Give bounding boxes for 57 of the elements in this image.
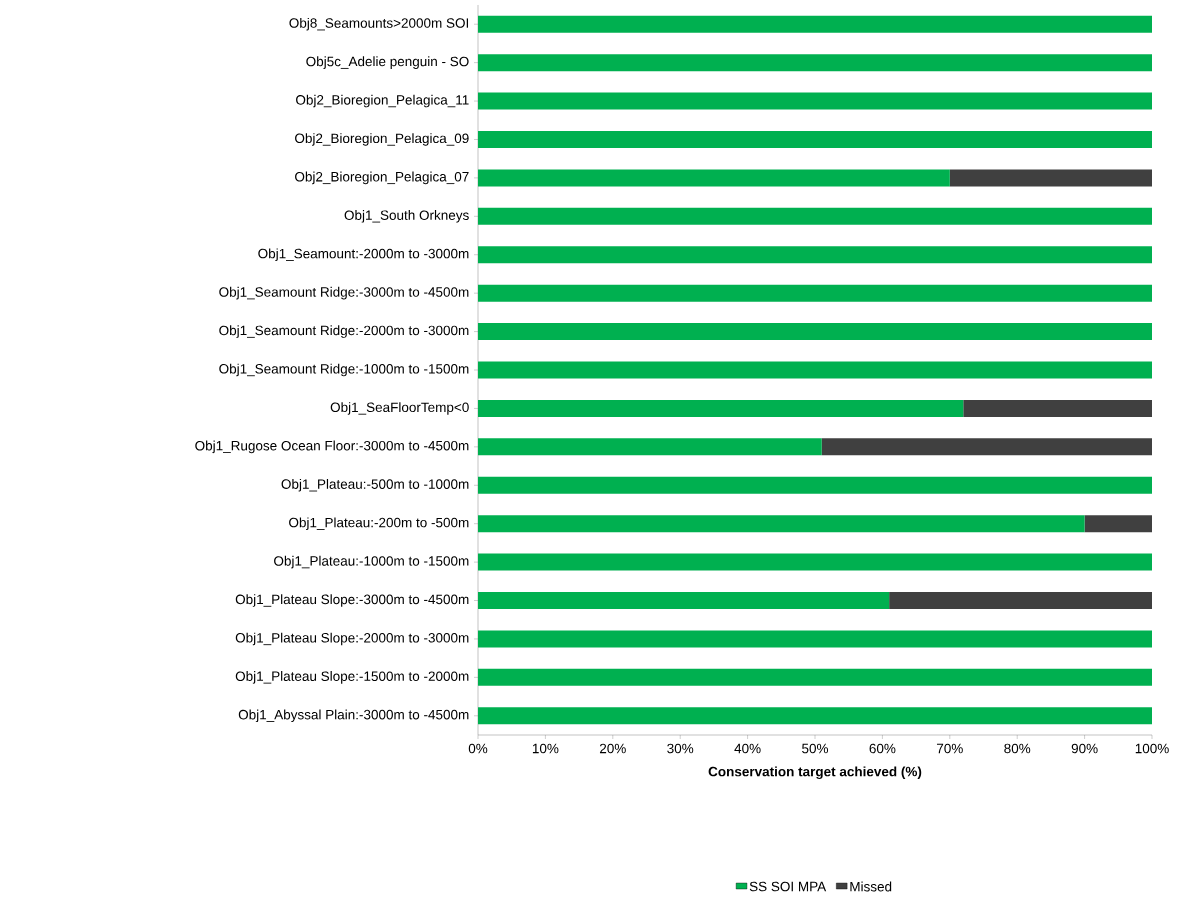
bar bbox=[478, 53, 1153, 71]
legend-label: SS SOI MPA bbox=[749, 881, 827, 892]
x-tick-label: 40% bbox=[734, 743, 761, 754]
bar bbox=[478, 130, 1153, 148]
x-axis-title: Conservation target achieved (%) bbox=[708, 766, 922, 779]
bar bbox=[478, 553, 1153, 571]
bar bbox=[963, 399, 1153, 417]
bar bbox=[478, 668, 1153, 686]
bar bbox=[478, 169, 950, 187]
bar bbox=[478, 515, 1085, 533]
bar bbox=[478, 591, 890, 609]
bar bbox=[478, 438, 822, 456]
y-tick-label: Obj1_Plateau Slope:-3000m to -4500m bbox=[235, 594, 469, 607]
y-tick-label: Obj1_South Orkneys bbox=[344, 209, 469, 223]
bar bbox=[478, 15, 1153, 33]
y-tick-label: Obj2_Bioregion_Pelagica_11 bbox=[296, 94, 469, 108]
x-tick-label: 100% bbox=[1135, 743, 1169, 754]
bar bbox=[478, 707, 1153, 725]
y-tick-label: Obj1_Abyssal Plain:-3000m to -4500m bbox=[238, 709, 469, 722]
bar bbox=[889, 591, 1153, 609]
y-tick-label: Obj1_Seamount:-2000m to -3000m bbox=[258, 248, 469, 261]
y-tick-label: Obj1_Plateau:-1000m to -1500m bbox=[274, 555, 469, 569]
x-tick-label: 80% bbox=[1004, 743, 1031, 754]
x-tick-label: 20% bbox=[599, 743, 626, 754]
y-tick-label: Obj1_Rugose Ocean Floor:-3000m to -4500m bbox=[195, 440, 469, 453]
x-tick-label: 70% bbox=[936, 743, 963, 754]
bar bbox=[478, 476, 1153, 494]
bar bbox=[821, 438, 1153, 456]
y-tick-label: Obj1_Plateau Slope:-1500m to -2000m bbox=[235, 670, 469, 684]
y-tick-label: Obj2_Bioregion_Pelagica_07 bbox=[295, 171, 469, 185]
y-tick-label: Obj1_Seamount Ridge:-3000m to -4500m bbox=[219, 286, 469, 300]
bar bbox=[478, 322, 1153, 340]
bar bbox=[478, 207, 1153, 225]
bar bbox=[478, 92, 1153, 110]
y-tick-label: Obj1_SeaFloorTemp<0 bbox=[330, 401, 469, 415]
bar bbox=[478, 361, 1153, 379]
y-tick-label: Obj1_Plateau:-500m to -1000m bbox=[281, 478, 469, 492]
x-tick-label: 90% bbox=[1071, 743, 1098, 754]
y-tick-label: Obj2_Bioregion_Pelagica_09 bbox=[295, 133, 469, 146]
y-tick-label: Obj5c_Adelie penguin - SO bbox=[306, 56, 469, 69]
x-tick-label: 0% bbox=[468, 743, 488, 754]
y-tick-label: Obj1_Plateau:-200m to -500m bbox=[289, 517, 469, 530]
y-tick-label: Obj1_Seamount Ridge:-2000m to -3000m bbox=[219, 325, 469, 338]
x-tick-label: 10% bbox=[532, 743, 559, 754]
x-tick-label: 60% bbox=[869, 743, 896, 754]
y-tick-label: Obj8_Seamounts>2000m SOI bbox=[289, 17, 469, 31]
y-tick-label: Obj1_Seamount Ridge:-1000m to -1500m bbox=[219, 363, 469, 377]
bar bbox=[478, 284, 1153, 302]
y-tick-label: Obj1_Plateau Slope:-2000m to -3000m bbox=[235, 632, 469, 646]
bar bbox=[1084, 515, 1153, 533]
x-tick-label: 30% bbox=[667, 743, 694, 754]
bar bbox=[478, 399, 964, 417]
bar bbox=[949, 169, 1153, 187]
x-tick-label: 50% bbox=[802, 743, 829, 754]
bar bbox=[478, 630, 1153, 648]
bar bbox=[478, 246, 1153, 264]
legend-label: Missed bbox=[850, 881, 892, 892]
